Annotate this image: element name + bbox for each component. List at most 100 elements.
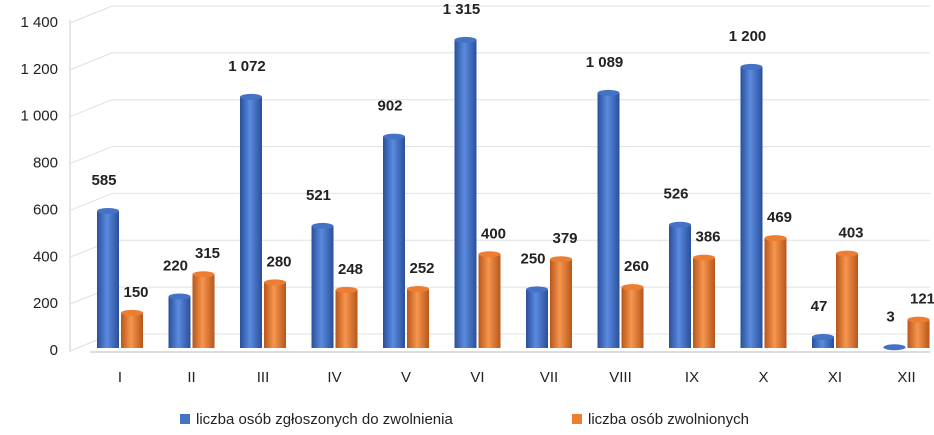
- bar: [454, 39, 477, 349]
- x-tick-label: XI: [828, 369, 842, 386]
- x-tick-label: VI: [470, 369, 484, 386]
- x-tick-label: II: [187, 369, 195, 386]
- value-label: 260: [624, 258, 649, 275]
- bar: [478, 254, 501, 348]
- grid-slant: [69, 99, 113, 118]
- bar: [836, 253, 858, 348]
- value-label: 252: [409, 260, 434, 277]
- bar: [740, 66, 763, 348]
- bar-top: [192, 271, 215, 278]
- bar-top: [550, 256, 572, 263]
- value-label: 469: [767, 209, 792, 226]
- bar-top: [240, 93, 262, 100]
- value-label: 1 315: [443, 1, 481, 18]
- bar-top: [526, 286, 548, 293]
- y-tick-label: 1 400: [20, 14, 58, 31]
- x-tick-label: VIII: [609, 369, 632, 386]
- bar-top: [907, 316, 930, 323]
- bar-top: [478, 251, 501, 258]
- x-tick-label: V: [401, 369, 411, 386]
- value-label: 47: [811, 298, 828, 315]
- bar: [97, 210, 119, 348]
- value-label: 150: [123, 284, 148, 301]
- bar-top: [264, 279, 286, 286]
- bar-top: [311, 222, 334, 229]
- value-label: 400: [481, 225, 506, 242]
- value-label: 521: [306, 187, 331, 204]
- legend-label: liczba osób zgłoszonych do zwolnienia: [196, 411, 453, 428]
- bar: [764, 238, 787, 348]
- bar: [621, 287, 644, 348]
- value-label: 3: [886, 308, 894, 325]
- bar: [550, 259, 572, 348]
- bar-top: [407, 285, 429, 292]
- legend-swatch: [572, 414, 582, 424]
- x-tick-label: III: [257, 369, 270, 386]
- value-label: 248: [338, 261, 363, 278]
- bar-top: [121, 309, 143, 316]
- x-tick-label: IX: [685, 369, 699, 386]
- value-label: 526: [663, 186, 688, 203]
- bar: [693, 257, 715, 348]
- x-tick-label: VII: [540, 369, 558, 386]
- bar-top: [883, 344, 906, 351]
- y-tick-label: 600: [33, 201, 58, 218]
- bar-top: [335, 286, 358, 293]
- value-label: 386: [695, 229, 720, 246]
- value-label: 250: [520, 250, 545, 267]
- value-label: 220: [163, 257, 188, 274]
- grid-slant: [69, 5, 113, 24]
- x-tick-label: IV: [327, 369, 341, 386]
- value-label: 1 072: [228, 58, 266, 75]
- bar-top: [764, 235, 787, 242]
- bar: [264, 282, 286, 348]
- y-tick-label: 1 000: [20, 108, 58, 125]
- bar-top: [454, 36, 477, 43]
- y-tick-label: 400: [33, 248, 58, 265]
- y-tick-label: 0: [50, 342, 58, 359]
- value-label: 1 200: [729, 28, 767, 45]
- bar: [907, 319, 930, 348]
- bar: [526, 289, 548, 348]
- x-tick-label: X: [758, 369, 768, 386]
- y-tick-label: 800: [33, 155, 58, 172]
- bar-top: [693, 254, 715, 261]
- value-label: 280: [266, 253, 291, 270]
- bar: [335, 289, 358, 348]
- bar: [383, 136, 405, 348]
- bar-top: [812, 333, 834, 340]
- bar: [669, 224, 691, 348]
- bar-top: [168, 293, 191, 300]
- value-label: 902: [377, 98, 402, 115]
- bar: [812, 336, 834, 348]
- bar: [168, 296, 191, 348]
- bar-top: [740, 63, 763, 70]
- bar-top: [97, 207, 119, 214]
- bar-top: [621, 284, 644, 291]
- bar-top: [597, 89, 620, 96]
- value-label: 403: [838, 225, 863, 242]
- x-tick-label: I: [118, 369, 122, 386]
- legend-swatch: [180, 414, 190, 424]
- value-label: 315: [195, 245, 220, 262]
- value-label: 379: [552, 230, 577, 247]
- bar: [407, 288, 429, 348]
- bar: [597, 92, 620, 348]
- y-tick-label: 200: [33, 295, 58, 312]
- value-label: 585: [91, 172, 116, 189]
- x-tick-label: XII: [897, 369, 915, 386]
- y-tick-label: 1 200: [20, 61, 58, 78]
- grid-slant: [69, 52, 113, 71]
- grid-slant: [69, 192, 113, 211]
- bar-top: [669, 221, 691, 228]
- bar: [311, 225, 334, 348]
- value-label: 1 089: [586, 54, 624, 71]
- bar: [192, 274, 215, 348]
- value-label: 121: [910, 291, 934, 308]
- legend-label: liczba osób zwolnionych: [588, 411, 749, 428]
- grid-slant: [69, 146, 113, 165]
- bar-top: [383, 133, 405, 140]
- bar: [240, 96, 262, 349]
- bar: [121, 312, 143, 348]
